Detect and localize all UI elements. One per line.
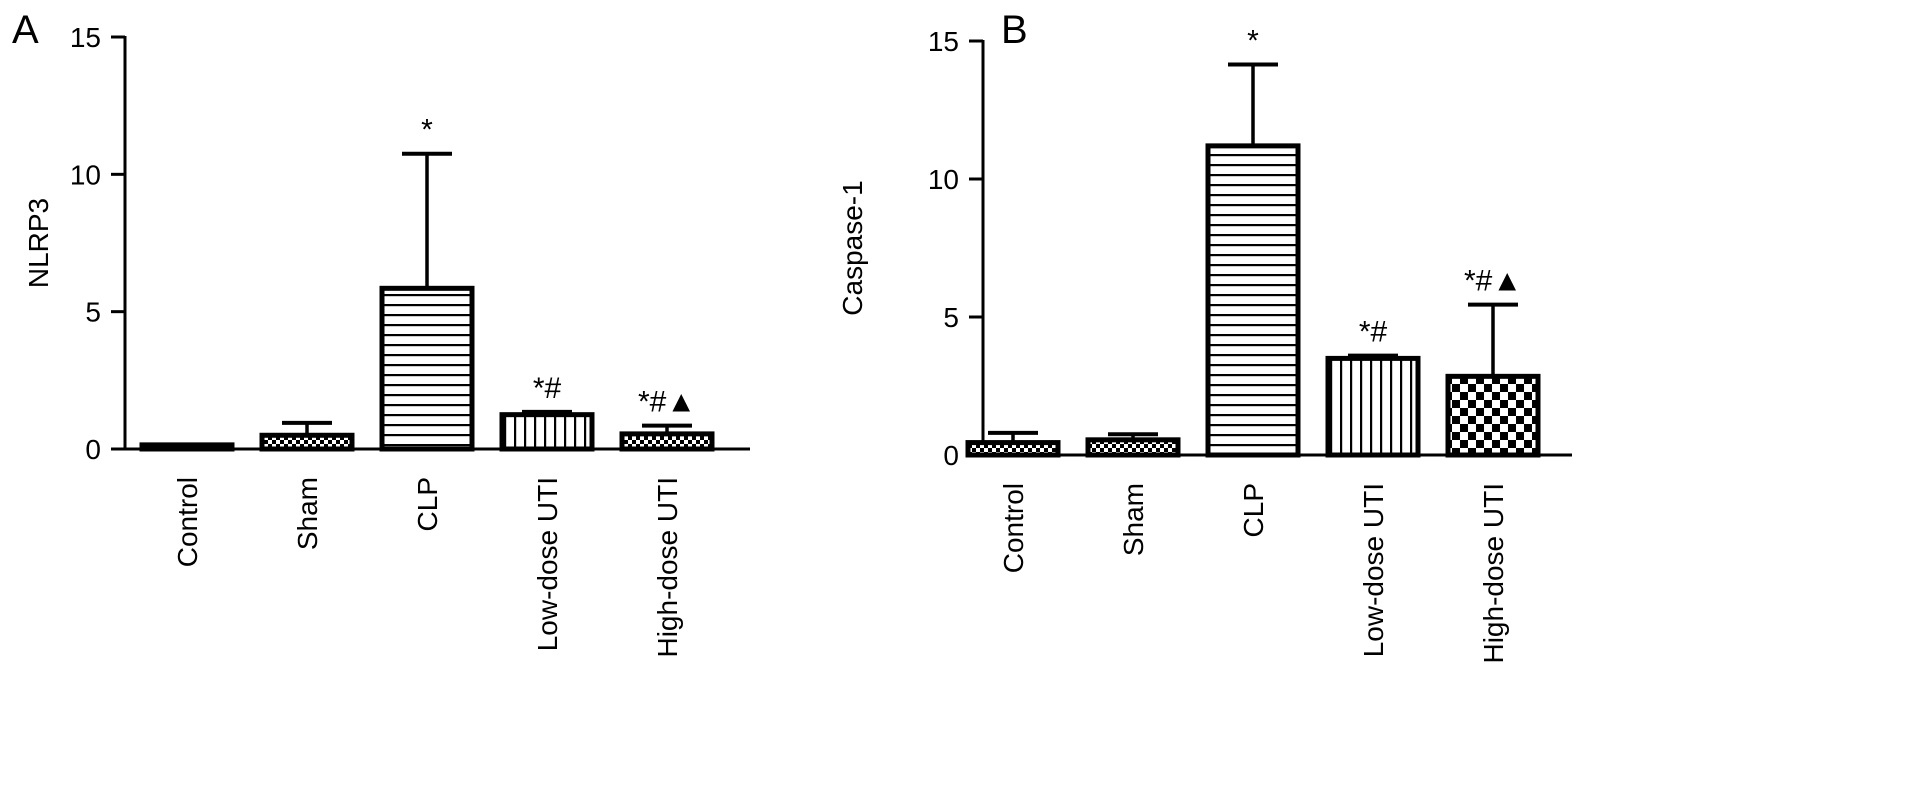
bar-control (139, 442, 235, 452)
bar-sham (259, 432, 355, 452)
chart-b: 0 5 10 15 Caspase-1 Control Sham * CLP *# Low-dose… (837, 24, 1572, 664)
bar-low-dose-uti (499, 412, 595, 452)
significance-label: *#▲ (638, 386, 696, 419)
x-tick-label: CLP (1238, 483, 1269, 537)
y-tick-label: 10 (70, 159, 101, 190)
x-tick-label: High-dose UTI (1478, 483, 1509, 664)
bar-clp (1205, 143, 1301, 458)
x-tick-label: CLP (412, 477, 443, 531)
y-tick-label: 10 (928, 164, 959, 195)
x-tick-label: Low-dose UTI (1358, 483, 1389, 657)
x-tick-label: Low-dose UTI (532, 477, 563, 651)
y-axis-label: NLRP3 (23, 198, 54, 288)
bar-high-dose-uti (619, 431, 715, 452)
significance-label: * (1247, 24, 1259, 57)
panel-label: B (1001, 8, 1028, 52)
bar-clp (379, 285, 475, 452)
significance-label: * (421, 114, 433, 147)
x-tick-label: Sham (292, 477, 323, 550)
y-axis-label: Caspase-1 (837, 180, 868, 315)
chart-a: 0 5 10 15 NLRP3 Control Sham * CLP *# Low-dose UTI… (23, 22, 750, 658)
panel-b: B 0 5 10 15 Caspase-1 Control Sham * CLP *# Low-do… (837, 0, 1913, 805)
y-tick-label: 15 (70, 22, 101, 53)
y-tick-label: 15 (928, 26, 959, 57)
y-tick-label: 0 (85, 434, 101, 465)
bar-sham (1085, 437, 1181, 458)
x-tick-label: Control (998, 483, 1029, 573)
panel-label: A (12, 8, 39, 52)
significance-label: *# (1359, 316, 1388, 349)
significance-label: *# (533, 372, 562, 405)
x-tick-label: High-dose UTI (652, 477, 683, 658)
y-tick-label: 0 (943, 440, 959, 471)
y-tick-label: 5 (85, 297, 101, 328)
x-tick-label: Control (172, 477, 203, 567)
x-tick-label: Sham (1118, 483, 1149, 556)
bar-high-dose-uti (1445, 373, 1541, 458)
significance-label: *#▲ (1464, 265, 1522, 298)
y-tick-label: 5 (943, 302, 959, 333)
panel-a: A 0 5 10 15 NLRP3 Control Sham * CLP *# Low-dose U… (0, 0, 956, 805)
bar-low-dose-uti (1325, 355, 1421, 458)
bar-control (965, 440, 1061, 458)
